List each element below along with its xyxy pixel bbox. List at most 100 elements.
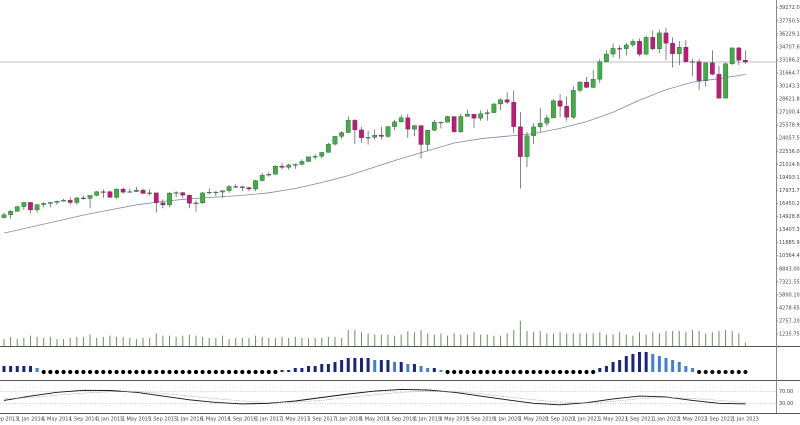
volume-bar	[255, 335, 257, 346]
x-tick-label: 1 Jan 2018	[335, 417, 362, 423]
volume-bar	[685, 332, 687, 346]
y-tick-label: 14928.80	[779, 214, 800, 220]
volume-bar	[102, 336, 104, 346]
volume-bar	[142, 337, 144, 346]
candle-body	[398, 117, 404, 123]
volume-bar	[221, 335, 223, 346]
indicator-dot	[180, 369, 185, 375]
y-tick-label: 5800.10	[779, 292, 800, 298]
candle-body	[233, 186, 239, 188]
volume-bar	[433, 334, 435, 346]
indicator-dot	[160, 369, 165, 375]
volume-bar	[116, 336, 118, 346]
candle-body	[54, 201, 60, 203]
candle-body	[458, 116, 464, 132]
indicator-dot	[571, 369, 576, 375]
candle-body	[180, 192, 186, 196]
volume-bar	[725, 329, 727, 346]
y-tick-label: 13407.35	[779, 227, 800, 233]
indicator-dot	[703, 369, 708, 375]
indicator-dot	[213, 369, 218, 375]
volume-bar	[188, 334, 190, 346]
candle-body	[729, 47, 735, 64]
volume-bar	[56, 339, 58, 346]
indicator-bar	[340, 360, 344, 372]
indicator-dot	[577, 369, 583, 375]
indicator-bar	[22, 366, 26, 372]
y-tick-label: 8843.00	[779, 266, 800, 272]
volume-bar	[274, 337, 276, 346]
indicator-bar	[293, 368, 297, 372]
volume-bar	[202, 336, 204, 346]
indicator-dot	[154, 369, 159, 375]
indicator-dot	[127, 369, 132, 375]
indicator-dot	[74, 369, 79, 375]
candle-body	[723, 63, 728, 99]
candle-body	[61, 200, 66, 202]
candle-body	[484, 112, 490, 114]
candle-body	[81, 197, 86, 199]
candle-body	[709, 62, 715, 75]
volume-bar	[16, 339, 18, 346]
indicator-dot	[518, 369, 523, 375]
candle-body	[511, 102, 517, 127]
volume-bar	[228, 339, 230, 346]
indicator-dot	[697, 369, 702, 375]
volume-bar	[447, 335, 449, 346]
volume-bar	[387, 334, 389, 346]
volume-bar	[744, 342, 746, 346]
x-tick-label: 1 Sep 2018	[387, 417, 416, 423]
candle-body	[345, 120, 351, 133]
indicator-bar	[346, 358, 350, 372]
volume-bar	[400, 334, 402, 346]
volume-bar	[480, 334, 482, 346]
volume-bar	[652, 332, 654, 346]
y-tick-label: 7321.55	[779, 279, 800, 285]
indicator-bar	[690, 368, 694, 372]
candle-body	[292, 164, 298, 166]
volume-bar	[89, 334, 91, 346]
y-tick-label: 30143.30	[779, 84, 800, 90]
candle-body	[431, 122, 437, 131]
indicator-bar	[393, 362, 397, 372]
volume-bar	[639, 332, 641, 346]
candle-body	[339, 132, 344, 137]
volume-bar	[506, 333, 508, 346]
volume-bar	[559, 332, 561, 346]
volume-bar	[592, 333, 594, 346]
y-tick-label: 2757.20	[779, 318, 800, 324]
candle-body	[564, 106, 570, 118]
x-tick-label: 1 Sep 2015	[149, 417, 178, 423]
indicator-bar	[320, 364, 324, 372]
indicator-dot	[544, 369, 549, 375]
y-tick-label: 27100.40	[779, 110, 800, 116]
volume-bar	[341, 337, 343, 346]
volume-bar	[235, 337, 237, 346]
candle-body	[153, 192, 159, 203]
candle-body	[650, 37, 656, 49]
indicator-dot	[87, 369, 93, 375]
indicator-dot	[68, 369, 73, 375]
volume-bar	[665, 331, 667, 346]
indicator-bar	[598, 368, 602, 372]
volume-bar	[281, 336, 283, 346]
volume-bar	[294, 336, 296, 346]
indicator-bar	[373, 360, 377, 372]
x-tick-label: 1 May 2017	[281, 417, 310, 423]
indicator-dot	[260, 369, 265, 375]
x-tick-label: 1 May 2021	[598, 417, 627, 423]
candle-body	[676, 47, 682, 55]
indicator-dot	[240, 369, 245, 375]
volume-bar	[394, 335, 396, 346]
volume-bar	[453, 333, 455, 346]
indicator-bar	[439, 370, 443, 372]
volume-bar	[23, 337, 25, 346]
candle-body	[365, 137, 371, 139]
indicator-bar	[326, 364, 330, 372]
candle-body	[610, 48, 616, 55]
volume-bar	[473, 332, 475, 346]
indicator-dot	[187, 369, 192, 375]
indicator-bar	[35, 368, 39, 372]
indicator-bar	[419, 366, 423, 372]
